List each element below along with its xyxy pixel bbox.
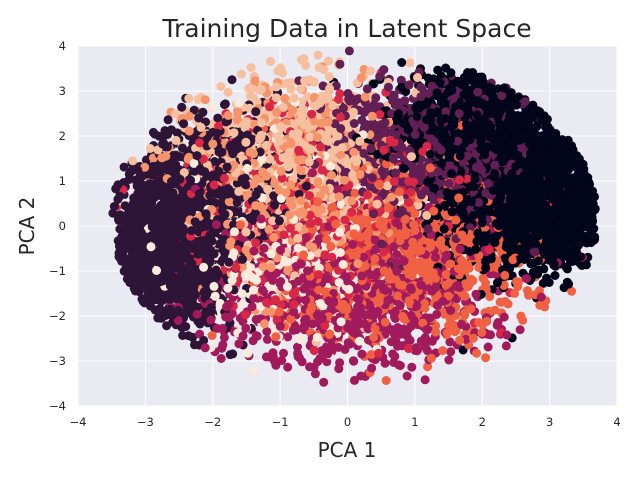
scatter-point [303, 92, 313, 102]
scatter-point [407, 362, 417, 372]
scatter-point [450, 327, 460, 337]
scatter-point [249, 366, 259, 376]
scatter-point [194, 113, 204, 123]
scatter-point [262, 334, 272, 344]
scatter-point [457, 319, 466, 329]
scatter-point [199, 335, 209, 345]
scatter-point [163, 115, 173, 125]
scatter-point [243, 348, 253, 358]
scatter-point [395, 361, 405, 371]
scatter-point [155, 304, 165, 313]
scatter-point [200, 95, 210, 105]
scatter-point [567, 286, 577, 296]
scatter-point [184, 331, 193, 341]
scatter-point [297, 97, 307, 107]
scatter-point [283, 332, 293, 342]
scatter-point [515, 325, 525, 335]
scatter-point [501, 341, 511, 351]
scatter-point [445, 337, 455, 347]
scatter-point [550, 271, 560, 280]
scatter-point [356, 371, 366, 381]
scatter-point [216, 82, 226, 91]
data-points [108, 46, 600, 387]
scatter-point [334, 364, 344, 374]
chart-title: Training Data in Latent Space [161, 14, 531, 43]
scatter-point [564, 279, 574, 289]
scatter-point [219, 333, 229, 342]
scatter-point [220, 99, 230, 109]
scatter-point [483, 342, 493, 352]
scatter-point [283, 362, 293, 372]
scatter-point [460, 291, 470, 301]
scatter-point [350, 375, 359, 385]
scatter-point [344, 46, 354, 56]
scatter-point [322, 357, 332, 367]
scatter-point [227, 75, 237, 85]
scatter-point [481, 353, 491, 363]
scatter-point [405, 58, 415, 68]
scatter-point [279, 348, 288, 358]
scatter-point [365, 66, 375, 76]
scatter-point [485, 292, 495, 302]
scatter-point [324, 72, 334, 82]
scatter-point [310, 369, 320, 379]
scatter-point [171, 109, 180, 119]
